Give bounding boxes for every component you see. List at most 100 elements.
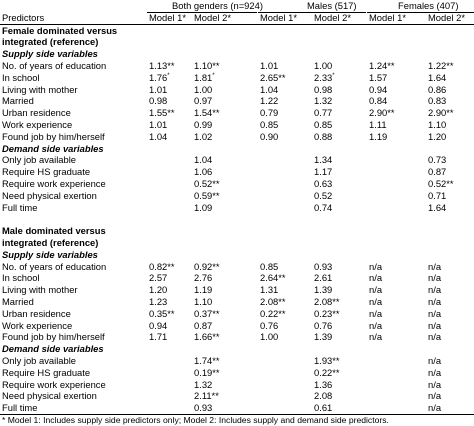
table-cell: n/a (369, 295, 383, 307)
table-cell: 0.85 (260, 118, 279, 130)
table-row: Require work experience 0.52** 0.63 0.52** (0, 178, 474, 190)
row-label: No. of years of education (2, 59, 107, 71)
table-cell: 0.87 (428, 166, 447, 178)
table-cell: 0.35** (149, 307, 175, 319)
table-cell: 1.11 (369, 118, 387, 130)
section-title-row: Male dominated versus (0, 225, 474, 237)
table-cell: 0.52** (194, 177, 220, 189)
table-cell: 0.97 (194, 95, 213, 107)
row-label: Work experience (2, 319, 73, 331)
table-cell: 1.20 (428, 130, 447, 142)
table-cell: 0.92** (194, 260, 220, 272)
section-title: Female dominated versus (2, 24, 118, 36)
table-cell: 0.23** (314, 307, 340, 319)
table-cell: 0.99 (194, 118, 213, 130)
model-header: Model 1* (369, 11, 407, 23)
group-underline-both (147, 11, 257, 13)
table-cell: 0.94 (149, 319, 168, 331)
table-cell: 1.64 (428, 201, 447, 213)
table-cell: 2.08** (314, 295, 340, 307)
table-cell: 1.64 (428, 71, 447, 83)
table-cell: n/a (369, 260, 383, 272)
table-cell: 0.61 (314, 402, 333, 414)
row-label: In school (2, 272, 40, 284)
table-cell: 1.39 (314, 284, 333, 296)
row-label: Need physical exertion (2, 189, 97, 201)
subsection-title-row: Demand side variables (0, 143, 474, 155)
table-cell: 0.22** (260, 307, 286, 319)
table-cell: n/a (428, 354, 442, 366)
table-cell: 1.20 (149, 284, 168, 296)
row-label: Found job by him/herself (2, 331, 105, 343)
group-header-males: Males (517) (307, 0, 357, 11)
table-row: In school 1.76* 1.81* 2.65** 2.33* 1.57 1.64 (0, 72, 474, 84)
row-label: Urban residence (2, 107, 71, 119)
header-rule (0, 23, 474, 25)
table-cell: 0.86 (428, 83, 447, 95)
row-label: Urban residence (2, 307, 71, 319)
table-cell: 0.76 (260, 319, 279, 331)
row-label: Require HS graduate (2, 366, 91, 378)
table-cell: 0.98 (314, 83, 333, 95)
table-cell: 2.65** (260, 71, 286, 83)
table-cell: n/a (369, 284, 383, 296)
table-cell: 1.01 (149, 118, 168, 130)
table-cell: 1.10 (428, 118, 447, 130)
row-label: Require work experience (2, 378, 106, 390)
table-row: Married 0.98 0.97 1.22 1.32 0.84 0.83 (0, 95, 474, 107)
table-cell: 0.22** (314, 366, 340, 378)
subsection-title: Supply side variables (2, 248, 98, 260)
table-cell: 2.08 (314, 390, 333, 402)
table-cell: n/a (428, 366, 442, 378)
table-row: Found job by him/herself 1.71 1.66** 1.00 1.… (0, 331, 474, 343)
table-row: Work experience 0.94 0.87 0.76 0.76 n/a n/a (0, 320, 474, 332)
row-label: Full time (2, 402, 38, 414)
table-cell: 1.81* (194, 71, 215, 83)
section-spacer (0, 213, 474, 225)
table-cell: 1.22** (428, 59, 454, 71)
table-cell: n/a (428, 260, 442, 272)
table-cell: n/a (369, 272, 383, 284)
subsection-title: Demand side variables (2, 142, 104, 154)
table-cell: 2.76 (194, 272, 213, 284)
table-row: Need physical exertion 2.11** 2.08 n/a (0, 390, 474, 402)
table-cell: 1.01 (149, 83, 168, 95)
row-label: In school (2, 71, 40, 83)
table-cell: 0.90 (260, 130, 279, 142)
model-header: Model 1* (149, 11, 187, 23)
table-cell: n/a (369, 319, 383, 331)
row-label: Work experience (2, 118, 73, 130)
table-cell: 0.37** (194, 307, 220, 319)
table-cell: 1.71 (149, 331, 168, 343)
row-label: Married (2, 95, 34, 107)
row-label: Need physical exertion (2, 390, 97, 402)
table-cell: 0.63 (314, 177, 333, 189)
table-cell: 1.06 (194, 166, 213, 178)
table-cell: n/a (428, 402, 442, 414)
section-title-row: integrated (reference) (0, 237, 474, 249)
table-row: In school 2.57 2.76 2.64** 2.61 n/a n/a (0, 272, 474, 284)
table-row: No. of years of education 1.13** 1.10** 1.0… (0, 60, 474, 72)
section-title: integrated (reference) (2, 36, 99, 48)
table-cell: n/a (369, 331, 383, 343)
table-cell: n/a (428, 390, 442, 402)
table-row: Require HS graduate 0.19** 0.22** n/a (0, 367, 474, 379)
table-cell: 0.77 (314, 107, 333, 119)
table-cell: 1.54** (194, 107, 220, 119)
table-cell: 0.88 (314, 130, 333, 142)
table-cell: n/a (428, 378, 442, 390)
group-header-females: Females (407) (398, 0, 459, 11)
table-cell: 0.79 (260, 107, 279, 119)
table-cell: 0.93 (314, 260, 333, 272)
table-cell: 1.32 (314, 95, 333, 107)
table-row: Require HS graduate 1.06 1.17 0.87 (0, 166, 474, 178)
subsection-title: Demand side variables (2, 343, 104, 355)
table-cell: 1.39 (314, 331, 333, 343)
table-cell: n/a (428, 307, 442, 319)
row-label: Living with mother (2, 284, 78, 296)
table-cell: 0.93 (194, 402, 213, 414)
table-row: Married 1.23 1.10 2.08** 2.08** n/a n/a (0, 296, 474, 308)
model-header: Model 2* (314, 11, 352, 23)
table-cell: 1.10 (194, 295, 213, 307)
